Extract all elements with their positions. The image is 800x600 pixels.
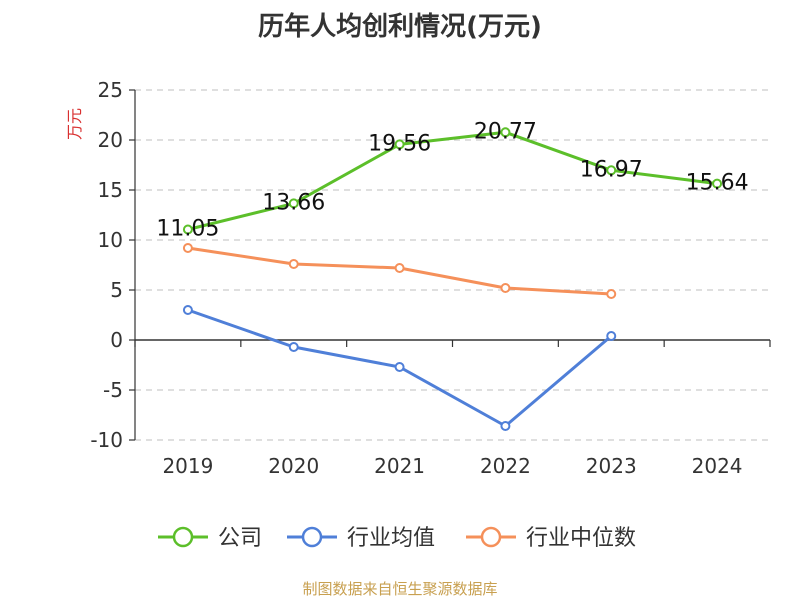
y-tick-label: 5 — [110, 278, 123, 302]
legend: 公司 行业均值 行业中位数 — [158, 526, 636, 551]
data-point — [182, 305, 193, 315]
y-axis-title: 万元 — [65, 108, 84, 140]
legend-swatch-marker — [480, 526, 502, 548]
x-tick-label: 2020 — [268, 454, 319, 478]
data-label: 20.77 — [474, 119, 537, 144]
data-point — [500, 283, 511, 293]
y-tick-label: -5 — [103, 378, 123, 402]
data-point — [606, 331, 617, 341]
data-point — [394, 362, 405, 372]
y-tick-label: 0 — [110, 328, 123, 352]
data-labels: 11.05 13.66 19.56 20.77 16.97 15.64 — [156, 119, 748, 241]
x-tick-label: 2024 — [692, 454, 743, 478]
data-point — [182, 224, 193, 235]
chart-title: 历年人均创利情况(万元) — [258, 12, 542, 42]
data-point — [394, 263, 405, 273]
x-tick-label: 2021 — [374, 454, 425, 478]
y-tick-label: 10 — [98, 228, 123, 252]
legend-label: 公司 — [218, 526, 262, 551]
legend-swatch-marker — [301, 526, 323, 548]
data-point — [606, 165, 617, 176]
grid-lines — [135, 89, 770, 441]
data-label: 19.56 — [368, 131, 431, 156]
y-tick-label: 25 — [98, 78, 123, 102]
x-tick-label: 2019 — [162, 454, 213, 478]
x-tick-label: 2023 — [586, 454, 637, 478]
data-point — [500, 127, 511, 138]
y-tick-label: -10 — [90, 428, 123, 452]
data-point — [500, 421, 511, 431]
source-note: 制图数据来自恒生聚源数据库 — [302, 580, 498, 598]
data-label: 11.05 — [156, 217, 219, 242]
data-point — [288, 259, 299, 269]
y-tick-label: 15 — [98, 178, 123, 202]
data-point — [712, 178, 723, 189]
series-line-0 — [187, 130, 718, 231]
data-point — [606, 289, 617, 299]
legend-label: 行业中位数 — [526, 526, 636, 551]
x-tick-label: 2022 — [480, 454, 531, 478]
data-point — [288, 342, 299, 352]
legend-swatch-marker — [172, 526, 194, 548]
y-tick-label: 20 — [98, 128, 123, 152]
axes: 25 20 15 10 5 0 -5 -10 2019 2020 2021 2022 2023 2024 万… — [65, 78, 771, 478]
legend-label: 行业均值 — [347, 526, 435, 551]
series-lines — [182, 127, 723, 431]
data-point — [394, 139, 405, 150]
data-label: 13.66 — [262, 190, 325, 215]
data-label: 16.97 — [580, 157, 643, 182]
data-label: 15.64 — [686, 171, 749, 196]
data-point — [288, 198, 299, 209]
data-point — [182, 243, 193, 253]
